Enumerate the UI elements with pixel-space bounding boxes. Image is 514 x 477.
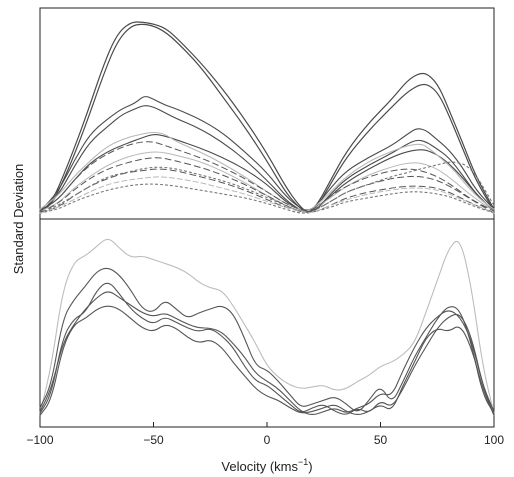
top-series-line-5 [39,134,495,213]
top-series-line-1 [39,21,495,212]
top-panel [39,7,495,220]
top-series-line-6 [39,131,495,211]
x-axis-ticks: −100 −50 0 50 100 [26,422,504,447]
y-axis-label: Standard Deviation [11,164,26,275]
top-panel-frame [39,7,495,220]
top-series-line-12 [39,183,495,214]
bottom-series-line-3 [39,282,495,416]
x-tick-label: 50 [374,433,388,447]
x-tick-label: −50 [143,433,164,447]
top-series-line-11 [39,161,495,214]
top-series-line-13 [39,176,495,214]
bottom-panel: −100 −50 0 50 100 [26,218,504,447]
top-panel-curves [39,21,495,214]
top-series-line-10 [39,168,495,214]
top-series-line-9 [39,157,495,214]
x-tick-label: 100 [484,433,504,447]
x-tick-label: 0 [264,433,271,447]
top-series-line-7 [39,151,495,212]
top-series-line-4 [39,105,495,214]
bottom-series-line-1 [39,238,495,415]
x-tick-label: −100 [26,433,53,447]
bottom-series-line-2 [39,267,495,415]
bottom-series-line-5 [39,291,495,415]
x-axis-label: Velocity (kms−1) [221,457,312,474]
top-series-line-3 [39,96,495,212]
x-axis-label-exponent: −1 [298,457,308,467]
bottom-series-line-4 [39,305,495,416]
bottom-panel-curves [39,238,495,416]
top-series-line-8 [39,141,495,212]
top-series-line-2 [39,23,495,213]
